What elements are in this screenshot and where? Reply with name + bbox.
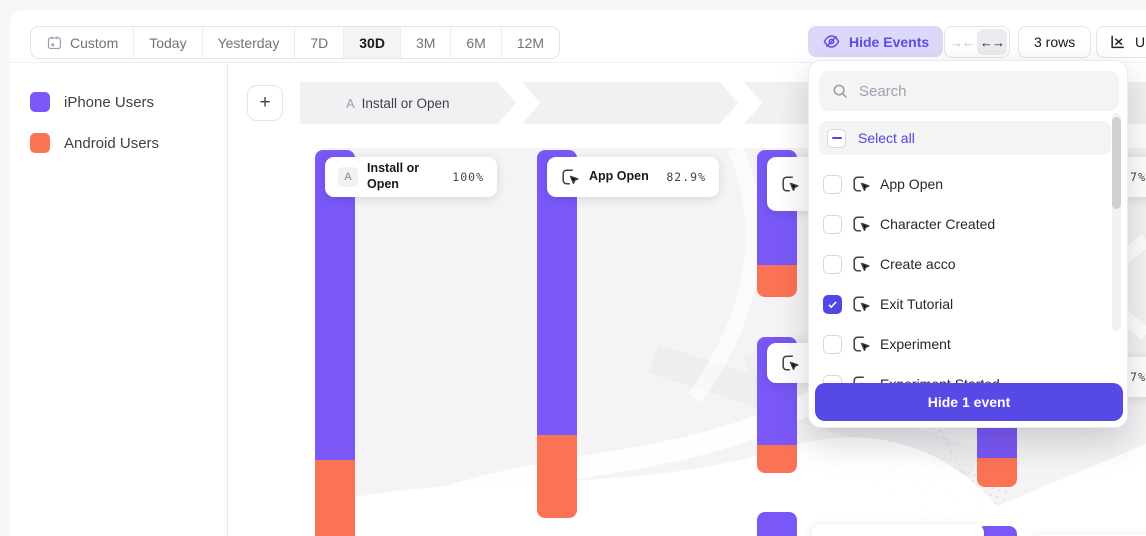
card-label: Install or Open	[367, 161, 420, 191]
date-range-group: Custom Today Yesterday 7D 30D 3M 6M 12M	[30, 26, 561, 59]
iphone-swatch	[30, 92, 50, 112]
check-icon	[828, 300, 837, 308]
iphone-segment[interactable]	[757, 512, 797, 536]
search-icon	[833, 84, 848, 99]
event-label: Character Created	[880, 216, 996, 232]
android-segment[interactable]	[315, 460, 355, 536]
hide-one-event-button[interactable]: Hide 1 event	[815, 383, 1123, 421]
dropdown-scrollbar-track[interactable]	[1112, 113, 1121, 331]
date-range-label: Custom	[70, 34, 119, 51]
iphone-segment[interactable]	[977, 526, 1017, 536]
date-range-30d-active[interactable]: 30D	[344, 27, 401, 58]
step-segment-1[interactable]: A Install or Open	[300, 82, 516, 124]
select-all-label: Select all	[858, 130, 915, 146]
step-a-badge: A	[338, 167, 358, 187]
legend-item-iphone[interactable]: iPhone Users	[30, 92, 154, 112]
event-label: Exit Tutorial	[880, 296, 954, 312]
android-segment[interactable]	[757, 265, 797, 297]
event-cursor-icon	[562, 169, 579, 185]
rows-count-button[interactable]: 3 rows	[1018, 26, 1092, 58]
event-row-character-created[interactable]: Character Created	[823, 206, 1103, 242]
checkbox-unchecked[interactable]	[823, 254, 842, 274]
event-label: Experiment	[880, 336, 951, 352]
event-cursor-icon	[782, 176, 799, 192]
legend-label: Android Users	[64, 134, 160, 152]
legend-item-android[interactable]: Android Users	[30, 133, 159, 153]
funnel-bar-row3-a[interactable]	[757, 512, 797, 536]
event-cursor-icon	[853, 336, 870, 352]
android-segment[interactable]	[977, 458, 1017, 487]
funnel-bar-row2-step6[interactable]	[757, 337, 797, 473]
app-window: Custom Today Yesterday 7D 30D 3M 6M 12M …	[10, 10, 1146, 536]
date-range-7d[interactable]: 7D	[295, 27, 345, 58]
event-row-app-open[interactable]: App Open	[823, 166, 1103, 202]
legend-panel: iPhone Users Android Users	[10, 63, 227, 536]
funnel-bar-step2[interactable]	[537, 150, 577, 518]
width-controls: →← ←→	[944, 26, 1010, 58]
panel-divider	[227, 63, 228, 536]
date-range-today[interactable]: Today	[134, 27, 203, 58]
event-cursor-icon	[853, 216, 870, 232]
card-percent: 82.9%	[666, 170, 706, 184]
event-row-experiment[interactable]: Experiment	[823, 326, 1103, 362]
date-range-3m[interactable]: 3M	[401, 27, 452, 58]
checkbox-unchecked[interactable]	[823, 334, 842, 354]
dropdown-scrollbar-thumb[interactable]	[1112, 117, 1121, 209]
date-range-yesterday[interactable]: Yesterday	[203, 27, 296, 58]
expand-width-button[interactable]: ←→	[977, 29, 1007, 55]
event-cursor-icon	[782, 355, 799, 371]
step-name: Install or Open	[361, 95, 450, 111]
funnel-bar-row3-b[interactable]	[977, 526, 1017, 536]
add-step-button[interactable]: +	[247, 85, 283, 121]
event-row-exit-tutorial[interactable]: Exit Tutorial	[823, 286, 1103, 322]
chart-type-button[interactable]: U	[1096, 26, 1146, 58]
checkbox-unchecked[interactable]	[823, 214, 842, 234]
event-cursor-icon	[853, 296, 870, 312]
select-all-checkbox-indeterminate[interactable]	[827, 128, 846, 148]
android-segment[interactable]	[537, 435, 577, 518]
card-percent: 100%	[452, 170, 484, 184]
select-all-row[interactable]: Select all	[819, 121, 1111, 155]
legend-label: iPhone Users	[64, 93, 155, 111]
android-segment[interactable]	[757, 445, 797, 473]
chart-axis-icon	[1111, 35, 1124, 49]
step-card-install-or-open[interactable]: A Install or Open 100%	[325, 157, 497, 197]
hide-events-dropdown: Select all App Open Character Created Cr…	[808, 60, 1128, 428]
toolbar: Custom Today Yesterday 7D 30D 3M 6M 12M …	[10, 10, 1146, 63]
event-row-create-acco[interactable]: Create acco	[823, 246, 1103, 282]
checkbox-checked[interactable]	[823, 294, 842, 314]
funnel-bar-step1[interactable]	[315, 150, 355, 536]
hide-events-button[interactable]: Hide Events	[808, 26, 944, 57]
collapse-width-button[interactable]: →←	[947, 29, 977, 55]
step-card-app-open[interactable]: App Open 82.9%	[547, 157, 719, 197]
search-input[interactable]	[859, 82, 1107, 100]
date-range-12m[interactable]: 12M	[516, 34, 545, 51]
checkbox-unchecked[interactable]	[823, 174, 842, 194]
search-field[interactable]	[819, 71, 1119, 111]
date-range-custom[interactable]: Custom	[31, 27, 135, 58]
collapse-arrows-icon: →←	[950, 34, 975, 50]
date-range-6m[interactable]: 6M	[451, 27, 502, 58]
iphone-segment[interactable]	[537, 150, 577, 435]
card-label: App Open	[589, 169, 649, 184]
event-label: App Open	[880, 176, 944, 192]
calendar-icon	[47, 36, 62, 50]
step-prefix: A	[346, 95, 355, 111]
event-label: Create acco	[880, 256, 956, 272]
expand-arrows-icon: ←→	[980, 34, 1005, 50]
event-cursor-icon	[853, 256, 870, 272]
step-card-row3-a[interactable]	[812, 524, 984, 536]
android-swatch	[30, 133, 50, 153]
event-cursor-icon	[853, 176, 870, 192]
step-card-row3-b[interactable]	[1032, 534, 1146, 536]
eye-off-icon	[823, 35, 840, 48]
step-segment-2[interactable]	[522, 82, 738, 124]
iphone-segment[interactable]	[315, 150, 355, 460]
